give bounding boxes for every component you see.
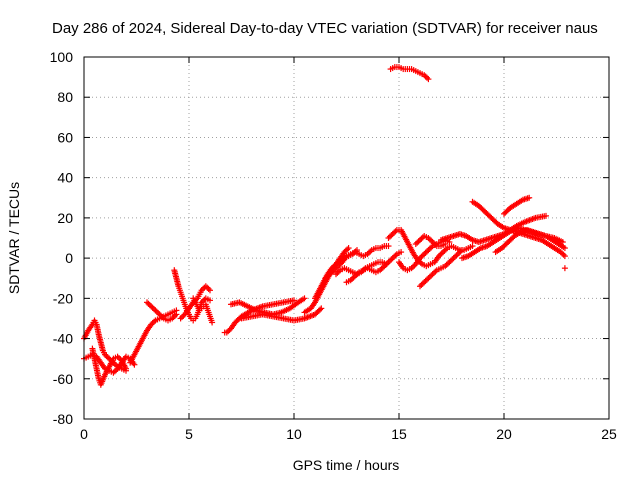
data-point [223,329,230,336]
data-point [301,295,308,302]
data-point-interp [172,312,178,319]
x-tick-labels: 0 5 10 15 20 25 [80,426,617,442]
y-tick-label: -60 [53,371,73,387]
data-point-interp [158,312,164,319]
data-point [398,249,405,256]
data-point [198,287,205,294]
y-tick-label: 0 [65,250,73,266]
data-point [385,243,392,250]
data-point-interp [149,304,156,311]
data-point [198,299,205,306]
data-point-interp [200,298,206,305]
data-point-interp [151,318,157,325]
data-point-interp [111,368,118,375]
x-tick-label: 10 [286,426,302,442]
grid-lines [84,57,609,419]
data-point [177,315,184,322]
chart-title: Day 286 of 2024, Sidereal Day-to-day VTE… [52,20,598,37]
data-point [442,241,449,248]
data-point-interp [153,308,160,315]
data-point [144,299,150,306]
data-point [209,319,216,326]
data-point [207,287,213,294]
y-tick-label: 100 [50,49,74,65]
data-point [459,247,465,254]
data-point [202,283,209,290]
data-point [156,311,163,318]
data-point [123,365,129,372]
data-point-interp [149,320,156,327]
y-tick-label: 60 [57,129,73,145]
data-point-interp [317,306,324,313]
axis-ticks [83,56,610,420]
data-point-interp [200,285,206,292]
data-point [207,297,213,304]
y-tick-labels: -80 -60 -40 -20 0 20 40 60 80 100 [50,49,74,427]
data-point-interp [104,354,111,361]
data-point [345,245,352,252]
x-tick-label: 15 [391,426,407,442]
x-tick-label: 20 [496,426,512,442]
data-point [543,212,549,219]
data-point [561,265,568,272]
x-tick-label: 25 [601,426,617,442]
data-point [318,305,325,312]
y-tick-label: 80 [57,89,73,105]
data-point-interp [146,302,153,309]
x-tick-label: 5 [185,426,193,442]
data-point-interp [205,285,212,292]
data-point [561,253,568,260]
plot-frame [83,56,610,420]
y-tick-label: -40 [53,331,73,347]
data-point [561,245,568,252]
data-point [173,311,180,318]
y-tick-label: -20 [53,290,73,306]
data-point [291,297,297,304]
data-point [557,249,564,256]
data-point-interp [151,306,157,313]
y-axis-label: SDTVAR / TECUs [6,182,22,294]
data-point [559,239,566,246]
data-point [425,76,432,83]
x-tick-label: 0 [80,426,88,442]
data-points [81,64,568,388]
data-point-interp [170,314,177,321]
data-point [469,243,476,250]
y-tick-label: 20 [57,210,73,226]
data-point-interp [179,314,185,321]
y-tick-label: -80 [53,411,73,427]
data-point [526,194,533,201]
data-point [131,361,138,368]
y-tick-label: 40 [57,170,73,186]
x-axis-label: GPS time / hours [293,457,400,473]
